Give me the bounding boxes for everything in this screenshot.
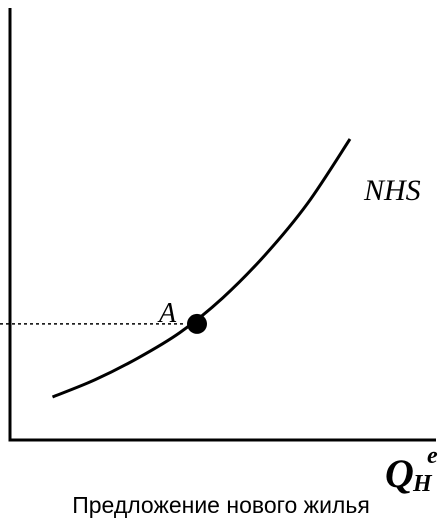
x-axis-label: Q H e: [385, 443, 438, 497]
nhs-supply-curve: [51, 138, 352, 399]
series-label-nhs: NHS: [363, 174, 421, 207]
point-a-marker: [187, 313, 207, 334]
x-axis-label-sub: H: [412, 471, 433, 497]
x-axis-label-main: Q: [385, 451, 414, 496]
chart-caption: Предложение нового жилья: [72, 492, 370, 518]
x-axis-label-sup: e: [427, 443, 438, 469]
point-a-label: A: [157, 298, 177, 329]
